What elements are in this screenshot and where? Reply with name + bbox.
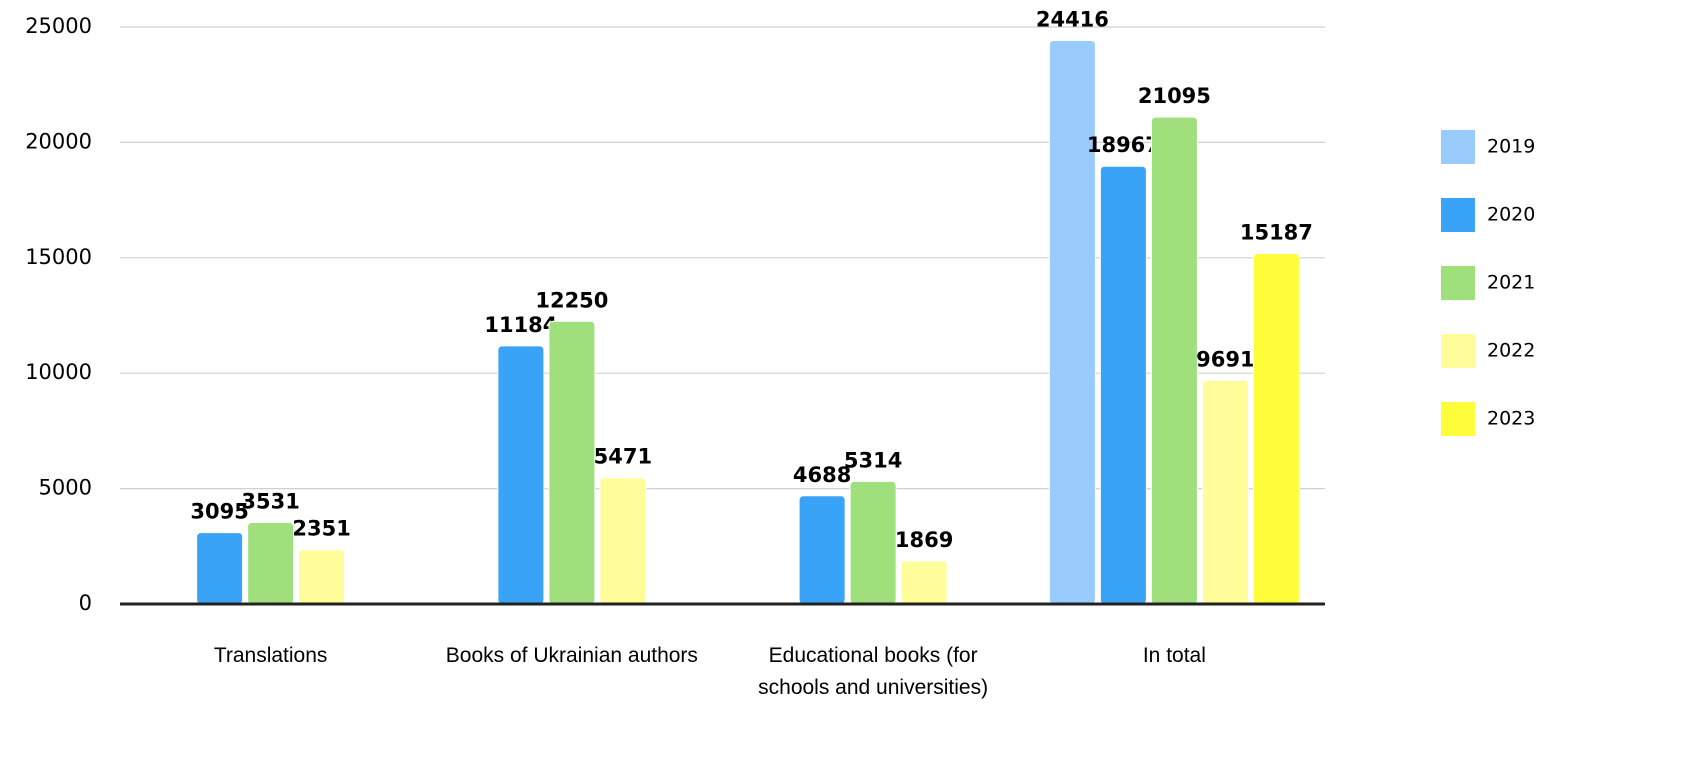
data-label: 15187 bbox=[1240, 220, 1313, 244]
x-tick-label: Books of Ukrainian authors bbox=[445, 644, 698, 667]
legend-swatch bbox=[1441, 198, 1475, 232]
legend-swatch bbox=[1441, 266, 1475, 300]
y-tick-label: 10000 bbox=[25, 360, 92, 384]
data-label: 2351 bbox=[292, 517, 350, 541]
bar bbox=[548, 320, 596, 605]
data-label: 5314 bbox=[844, 448, 902, 472]
bar bbox=[599, 477, 647, 605]
data-label: 11184 bbox=[484, 313, 557, 337]
y-tick-label: 5000 bbox=[39, 476, 92, 500]
legend-label: 2023 bbox=[1487, 408, 1535, 430]
data-label: 9691 bbox=[1196, 347, 1254, 371]
bar bbox=[298, 549, 346, 605]
legend-label: 2022 bbox=[1487, 340, 1535, 362]
data-label: 18967 bbox=[1087, 133, 1160, 157]
y-tick-label: 0 bbox=[79, 591, 92, 615]
x-tick-label: In total bbox=[1142, 644, 1206, 667]
x-tick-label: Translations bbox=[213, 644, 328, 667]
legend-swatch bbox=[1441, 402, 1475, 436]
y-tick-label: 15000 bbox=[25, 245, 92, 269]
data-label: 5471 bbox=[594, 445, 652, 469]
legend-label: 2021 bbox=[1487, 272, 1535, 294]
data-label: 21095 bbox=[1138, 84, 1211, 108]
bar bbox=[196, 532, 244, 605]
data-label: 3095 bbox=[190, 500, 248, 524]
legend-label: 2019 bbox=[1487, 136, 1535, 158]
legend-swatch bbox=[1441, 130, 1475, 164]
bar bbox=[849, 480, 897, 605]
bar bbox=[900, 560, 948, 605]
data-label: 1869 bbox=[895, 528, 953, 552]
x-tick-label: Educational books (for schools and unive… bbox=[758, 644, 989, 699]
data-label: 24416 bbox=[1036, 7, 1109, 31]
bar bbox=[247, 522, 295, 605]
bar bbox=[1201, 379, 1249, 605]
bar bbox=[1048, 39, 1096, 605]
bar bbox=[497, 345, 545, 605]
data-label: 12250 bbox=[535, 288, 608, 312]
data-label: 3531 bbox=[241, 490, 299, 514]
y-tick-label: 25000 bbox=[25, 14, 92, 38]
bar bbox=[1099, 165, 1147, 605]
legend-label: 2020 bbox=[1487, 204, 1535, 226]
legend-swatch bbox=[1441, 334, 1475, 368]
bar bbox=[798, 495, 846, 605]
bar bbox=[1150, 116, 1198, 605]
data-label: 4688 bbox=[793, 463, 851, 487]
bar bbox=[1252, 252, 1300, 605]
y-tick-label: 20000 bbox=[25, 129, 92, 153]
